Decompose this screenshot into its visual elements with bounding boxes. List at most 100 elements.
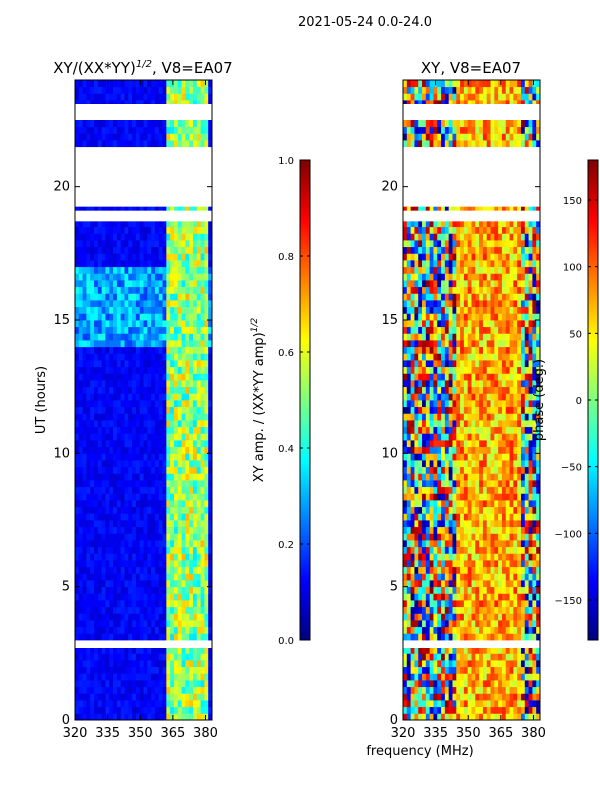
phase-cell xyxy=(433,653,438,661)
amp-cell xyxy=(101,693,106,701)
phase-cell xyxy=(482,620,488,628)
amp-cell xyxy=(185,206,190,214)
phase-cell xyxy=(433,613,438,621)
amp-cell xyxy=(128,246,133,254)
amp-cell xyxy=(132,280,137,288)
amp-cell xyxy=(109,86,114,94)
amp-cell xyxy=(116,506,122,514)
phase-cell xyxy=(482,353,488,361)
phase-cell xyxy=(528,373,533,381)
amp-cell xyxy=(128,686,133,694)
amp-cell xyxy=(132,386,137,394)
phase-cell xyxy=(498,606,503,614)
phase-cell xyxy=(479,700,484,708)
amp-cell xyxy=(196,713,201,721)
amp-cell xyxy=(101,226,106,234)
amp-cell xyxy=(97,686,103,694)
amp-cell xyxy=(196,253,201,261)
amp-cell xyxy=(185,500,190,508)
phase-cell xyxy=(422,713,427,721)
phase-cell xyxy=(486,386,491,394)
amp-cell xyxy=(162,266,167,274)
amp-cell xyxy=(151,300,156,308)
amp-cell xyxy=(151,266,156,274)
phase-cell xyxy=(463,653,469,661)
phase-cell xyxy=(410,373,415,381)
amp-cell xyxy=(97,100,103,108)
amp-cell xyxy=(78,260,84,268)
amp-cell xyxy=(78,386,84,394)
amp-cell xyxy=(101,506,106,514)
amp-cell xyxy=(204,420,209,428)
amp-cell xyxy=(181,700,186,708)
phase-cell xyxy=(403,613,408,621)
amp-cell xyxy=(116,500,122,508)
amp-cell xyxy=(75,453,80,461)
amp-cell xyxy=(90,613,95,621)
amp-cell xyxy=(120,393,125,401)
phase-cell xyxy=(425,486,431,494)
amp-cell xyxy=(189,386,194,394)
amp-cell xyxy=(120,646,125,654)
amp-cell xyxy=(143,326,148,334)
phase-cell xyxy=(528,540,533,548)
amp-cell xyxy=(139,486,144,494)
amp-cell xyxy=(75,80,80,88)
phase-cell xyxy=(532,446,537,454)
amp-cell xyxy=(185,546,190,554)
amp-cell xyxy=(147,240,152,248)
amp-cell xyxy=(113,433,118,441)
phase-cell xyxy=(490,613,495,621)
phase-cell xyxy=(422,433,427,441)
amp-cell xyxy=(147,453,152,461)
amp-cell xyxy=(189,366,194,374)
amp-cell xyxy=(196,373,201,381)
amp-cell xyxy=(105,666,110,674)
phase-cell xyxy=(471,673,476,681)
amp-cell xyxy=(82,100,87,108)
amp-cell xyxy=(120,373,125,381)
phase-cell xyxy=(452,566,457,574)
phase-cell xyxy=(524,446,529,454)
amp-cell xyxy=(200,460,205,468)
amp-cell xyxy=(192,693,198,701)
amp-cell xyxy=(120,713,125,721)
phase-cell xyxy=(524,613,529,621)
phase-cell xyxy=(505,466,510,474)
phase-cell xyxy=(433,540,438,548)
amp-cell xyxy=(75,413,80,421)
amp-cell xyxy=(147,320,152,328)
amp-cell xyxy=(208,413,213,421)
amp-cell xyxy=(139,606,144,614)
phase-cell xyxy=(456,493,461,501)
phase-cell xyxy=(429,613,434,621)
amp-cell xyxy=(86,306,91,314)
phase-cell xyxy=(536,693,541,701)
phase-heatmap xyxy=(403,80,541,721)
amp-cell xyxy=(177,133,182,141)
amp-cell xyxy=(177,620,182,628)
amp-cell xyxy=(105,466,110,474)
phase-cell xyxy=(532,693,537,701)
phase-cell xyxy=(437,426,442,434)
amp-cell xyxy=(151,346,156,354)
amp-cell xyxy=(109,226,114,234)
amp-cell xyxy=(208,453,213,461)
amp-cell xyxy=(158,300,163,308)
phase-cell xyxy=(441,620,446,628)
phase-cell xyxy=(403,693,408,701)
amp-cell xyxy=(196,380,201,388)
phase-cell xyxy=(498,533,503,541)
phase-cell xyxy=(528,426,533,434)
amp-cell xyxy=(113,300,118,308)
amp-cell xyxy=(162,253,167,261)
amp-cell xyxy=(113,706,118,714)
amp-cell xyxy=(90,533,95,541)
amp-cell xyxy=(177,313,182,321)
phase-cell xyxy=(528,546,533,554)
phase-cell xyxy=(406,493,412,501)
amp-cell xyxy=(75,346,80,354)
amp-cell xyxy=(132,500,137,508)
amp-cell xyxy=(173,646,179,654)
amp-cell xyxy=(109,540,114,548)
